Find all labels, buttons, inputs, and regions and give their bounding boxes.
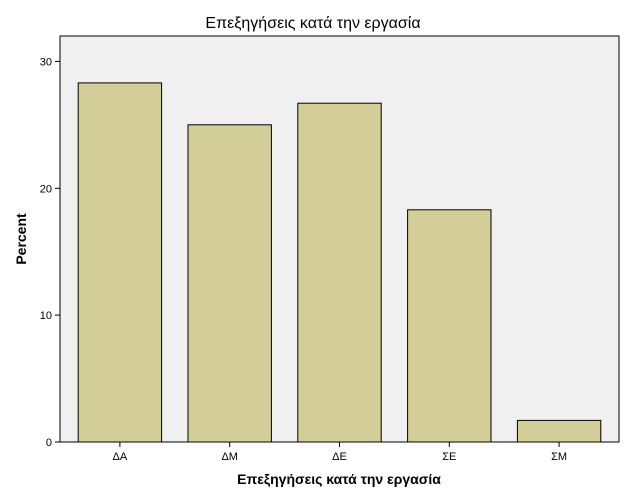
x-tick-label: ΔΕ <box>332 451 347 463</box>
y-tick-label: 0 <box>46 437 52 449</box>
y-tick-label: 10 <box>40 310 52 322</box>
x-axis: ΔΑ ΔΜ ΔΕ ΣΕ ΣΜ <box>113 442 567 463</box>
bar-ΣΕ <box>407 209 492 443</box>
x-tick-label: ΣΜ <box>551 451 567 463</box>
bar-ΣΜ <box>516 419 602 443</box>
y-axis-label: Percent <box>13 213 29 265</box>
x-tick-label: ΔΜ <box>221 451 238 463</box>
bar-ΔΕ <box>297 102 382 443</box>
x-tick-label: ΔΑ <box>113 451 128 463</box>
chart-title: Επεξηγήσεις κατά την εργασία <box>205 15 420 32</box>
bar-ΔΑ <box>77 82 163 443</box>
y-axis: 0 10 20 30 <box>40 56 60 449</box>
bars-group <box>77 82 602 443</box>
y-tick-label: 30 <box>40 56 52 68</box>
x-axis-label: Επεξηγήσεις κατά την εργασία <box>237 471 441 487</box>
y-tick-label: 20 <box>40 183 52 195</box>
x-tick-label: ΣΕ <box>442 451 456 463</box>
bar-ΔΜ <box>187 124 272 443</box>
